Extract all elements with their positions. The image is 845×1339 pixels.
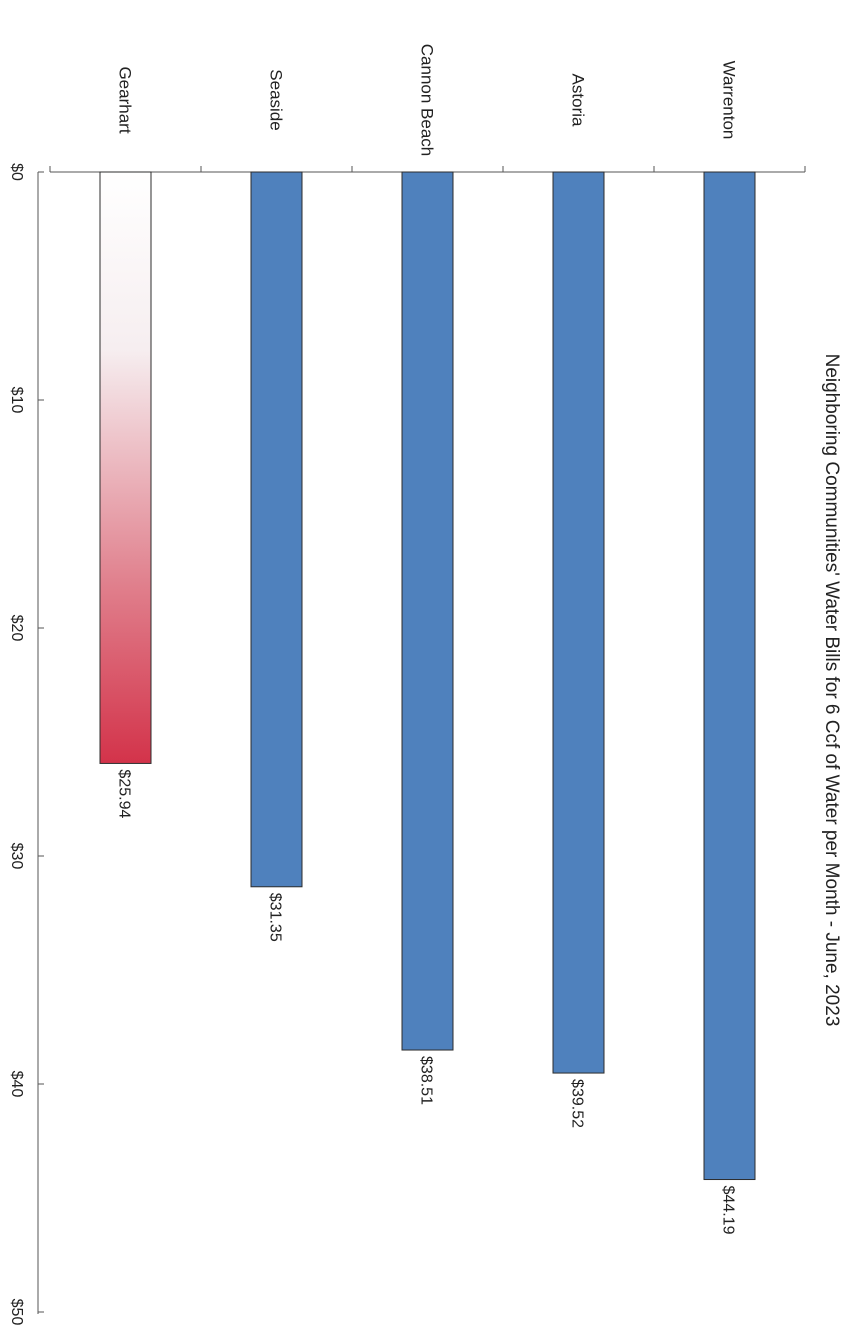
data-label: $38.51 [418, 1056, 435, 1105]
value-tick-label: $0 [8, 163, 25, 181]
category-axis-ticks [49, 166, 806, 172]
bar-seaside [250, 171, 303, 888]
bars [99, 171, 756, 1181]
value-axis-ticks: $0 $10 $20 $30 $40 $50 [8, 163, 44, 1325]
data-labels: $25.94 $31.35 $38.51 $39.52 $44.19 [116, 769, 737, 1234]
value-tick-label: $10 [8, 387, 25, 414]
bar-warrenton [703, 171, 756, 1181]
value-tick-label: $50 [8, 1299, 25, 1326]
category-label: Cannon Beach [418, 44, 437, 156]
bar-gearhart [99, 171, 152, 764]
category-labels: Gearhart Seaside Cannon Beach Astoria Warren… [116, 44, 739, 156]
data-label: $39.52 [569, 1079, 586, 1128]
chart-title: Neighboring Communities' Water Bills for… [821, 354, 842, 1027]
data-label: $31.35 [267, 893, 284, 942]
category-label: Warrenton [720, 61, 739, 140]
bar-cannon-beach [401, 171, 454, 1051]
bar-astoria [552, 171, 605, 1074]
value-tick-label: $40 [8, 1071, 25, 1098]
value-tick-label: $30 [8, 843, 25, 870]
data-label: $25.94 [116, 769, 133, 818]
category-label: Astoria [569, 74, 588, 127]
category-label: Gearhart [116, 66, 135, 133]
category-label: Seaside [267, 69, 286, 130]
value-tick-label: $20 [8, 615, 25, 642]
data-label: $44.19 [720, 1186, 737, 1235]
